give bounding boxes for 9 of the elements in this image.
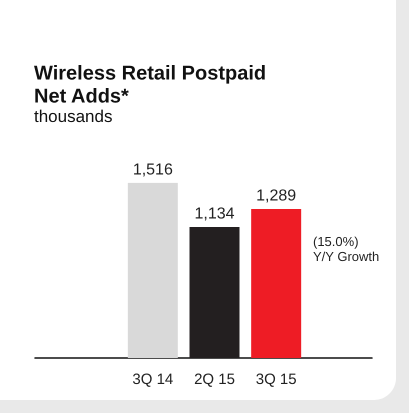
data-label: 1,134: [194, 205, 235, 222]
text: (15.0%) Y/Y Growth: [313, 234, 380, 264]
x-tick-label: 3Q 14: [132, 371, 174, 388]
x-tick-label: 3Q 15: [256, 371, 297, 388]
data-label: 1,289: [256, 188, 296, 205]
chart-title: Wireless Retail Postpaid Net Adds*: [34, 62, 272, 108]
data-label: 1,516: [132, 161, 173, 178]
x-tick-label: 2Q 15: [194, 371, 235, 388]
chart-subtitle: thousands: [34, 107, 112, 126]
